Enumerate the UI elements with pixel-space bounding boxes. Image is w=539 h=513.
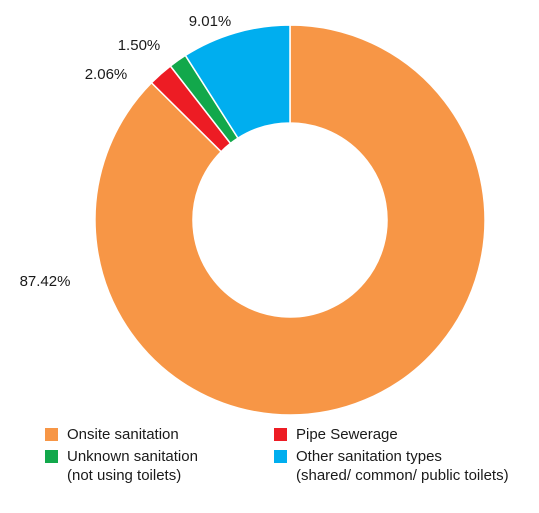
slice-label-unknown-sanitation: 1.50% <box>118 37 161 54</box>
slice-label-other-sanitation-types: 9.01% <box>189 13 232 30</box>
donut-slice-other-sanitation-types <box>184 24 291 140</box>
slice-label-pipe-sewerage: 2.06% <box>85 66 128 83</box>
slice-label-onsite-sanitation: 87.42% <box>20 273 71 290</box>
donut-slice-onsite-sanitation <box>94 24 486 416</box>
